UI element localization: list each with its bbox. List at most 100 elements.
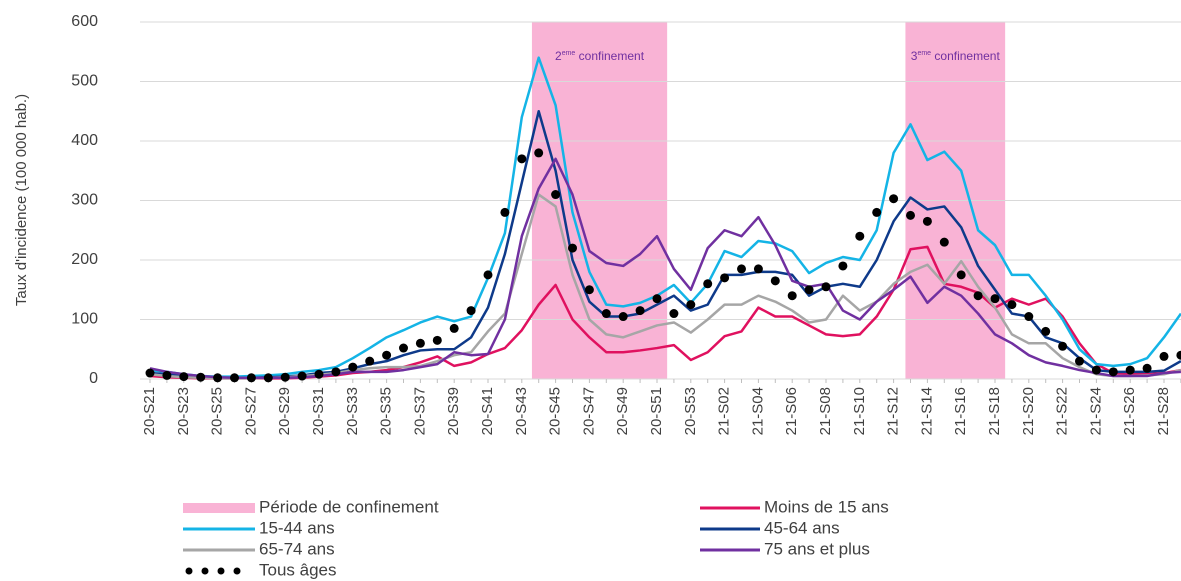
band-label-part: 2 bbox=[555, 49, 562, 63]
x-tick-label: 21-S10 bbox=[851, 387, 868, 435]
dot bbox=[551, 190, 561, 200]
x-tick-label: 20-S47 bbox=[580, 387, 597, 435]
x-tick-label: 20-S49 bbox=[614, 387, 631, 435]
legend-swatch bbox=[201, 567, 209, 575]
dot bbox=[872, 207, 882, 217]
x-tick-label: 21-S26 bbox=[1121, 387, 1138, 435]
dot bbox=[1159, 351, 1169, 361]
legend-swatch bbox=[233, 567, 241, 575]
dot bbox=[922, 216, 932, 226]
y-tick-label: 200 bbox=[71, 251, 98, 268]
dot bbox=[939, 237, 949, 247]
dot bbox=[500, 207, 510, 217]
dot bbox=[145, 368, 155, 378]
band-label-part: 3 bbox=[911, 49, 918, 63]
dot bbox=[483, 270, 493, 280]
dot bbox=[584, 285, 594, 295]
x-tick-label: 20-S27 bbox=[242, 387, 259, 435]
dot bbox=[1091, 365, 1101, 375]
dot bbox=[517, 154, 527, 164]
x-tick-label: 20-S41 bbox=[479, 387, 496, 435]
series-line bbox=[149, 56, 1181, 378]
dot bbox=[230, 373, 239, 383]
dot bbox=[196, 372, 206, 382]
dot bbox=[737, 264, 746, 274]
dot bbox=[213, 373, 223, 383]
x-tick-label: 21-S04 bbox=[749, 387, 766, 435]
dot bbox=[466, 306, 476, 316]
band-label: 3eme confinement bbox=[911, 49, 1001, 63]
dot bbox=[365, 356, 375, 366]
dot bbox=[1058, 341, 1068, 351]
legend-label: Moins de 15 ans bbox=[764, 497, 889, 516]
dot bbox=[246, 373, 256, 383]
x-tick-label: 20-S25 bbox=[209, 387, 226, 435]
dot bbox=[652, 294, 662, 304]
y-tick-label: 600 bbox=[71, 13, 98, 30]
band-label-sup: eme bbox=[917, 50, 931, 57]
dot bbox=[635, 306, 645, 316]
dot bbox=[787, 291, 797, 301]
x-tick-label: 21-S20 bbox=[1020, 387, 1037, 435]
x-tick-label: 20-S23 bbox=[175, 387, 192, 435]
legend-label: 15-44 ans bbox=[259, 518, 335, 537]
x-tick-label: 20-S35 bbox=[378, 387, 395, 435]
dot bbox=[906, 210, 915, 220]
dot bbox=[1041, 326, 1051, 336]
x-tick-label: 21-S28 bbox=[1155, 387, 1172, 435]
x-tick-label: 21-S06 bbox=[783, 387, 800, 435]
legend-label: Tous âges bbox=[259, 560, 337, 579]
dot bbox=[297, 371, 307, 381]
x-tick-label: 20-S51 bbox=[648, 387, 665, 435]
dot bbox=[703, 279, 713, 289]
y-tick-label: 0 bbox=[89, 370, 98, 387]
legend-label: 65-74 ans bbox=[259, 539, 335, 558]
legend-label: 45-64 ans bbox=[764, 518, 840, 537]
dot bbox=[669, 309, 679, 319]
x-tick-label: 20-S39 bbox=[445, 387, 462, 435]
dot bbox=[399, 343, 408, 353]
dot bbox=[1007, 300, 1017, 310]
dot bbox=[449, 323, 459, 333]
dot bbox=[179, 372, 189, 382]
dot bbox=[804, 285, 814, 295]
dot bbox=[1125, 365, 1135, 375]
dot bbox=[618, 312, 628, 322]
band-label-sup: eme bbox=[562, 50, 576, 57]
x-tick-label: 21-S08 bbox=[817, 387, 834, 435]
dot bbox=[686, 300, 696, 310]
dot bbox=[415, 338, 425, 348]
dot bbox=[162, 370, 172, 380]
dot bbox=[280, 372, 290, 382]
x-tick-label: 20-S21 bbox=[141, 387, 158, 435]
x-tick-label: 20-S45 bbox=[547, 387, 564, 435]
y-tick-label: 300 bbox=[71, 192, 98, 209]
y-tick-label: 500 bbox=[71, 73, 98, 90]
legend-swatch bbox=[217, 567, 225, 575]
dot bbox=[1142, 363, 1152, 373]
dot bbox=[753, 264, 763, 274]
legend-label: Période de confinement bbox=[259, 497, 439, 516]
dot bbox=[956, 270, 966, 280]
x-tick-label: 21-S18 bbox=[986, 387, 1003, 435]
dot bbox=[838, 261, 848, 271]
band-label-part: confinement bbox=[575, 49, 644, 63]
dot bbox=[568, 243, 577, 253]
x-tick-label: 20-S37 bbox=[411, 387, 428, 435]
dot bbox=[263, 373, 273, 383]
dot bbox=[855, 231, 865, 241]
dot bbox=[601, 309, 611, 319]
dot bbox=[973, 291, 983, 301]
dot bbox=[1075, 356, 1084, 366]
x-tick-label: 21-S12 bbox=[885, 387, 902, 435]
dot bbox=[821, 282, 831, 292]
x-tick-label: 20-S31 bbox=[310, 387, 327, 435]
dot bbox=[889, 194, 899, 204]
dot bbox=[990, 294, 1000, 304]
x-tick-label: 21-S22 bbox=[1054, 387, 1071, 435]
x-tick-label: 21-S24 bbox=[1087, 387, 1104, 435]
y-axis-label: Taux d'incidence (100 000 hab.) bbox=[13, 94, 30, 306]
legend-swatch bbox=[185, 567, 193, 575]
dot bbox=[534, 148, 544, 158]
